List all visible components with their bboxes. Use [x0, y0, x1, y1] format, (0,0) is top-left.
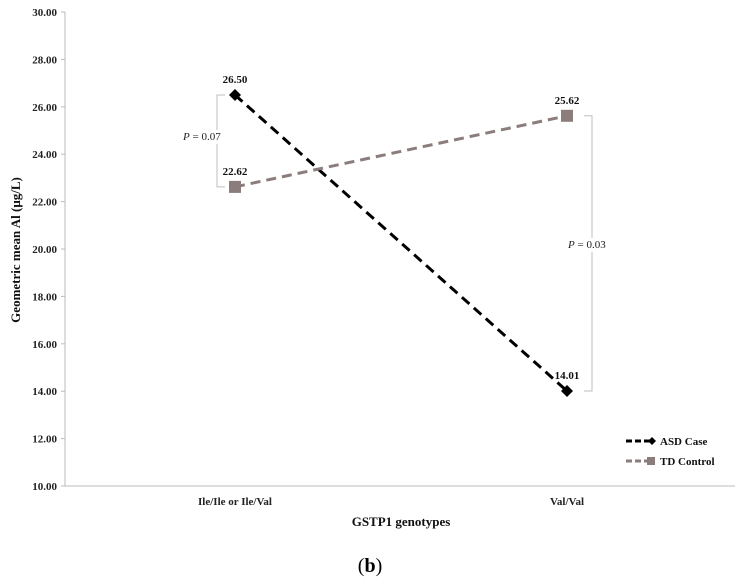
panel-label: (b) [358, 555, 382, 577]
y-tick-label: 18.00 [32, 291, 57, 303]
y-tick-label: 22.00 [32, 197, 57, 209]
data-label: 26.50 [223, 74, 248, 86]
panel-label-open: ( [358, 555, 365, 577]
p-value-number: = 0.03 [575, 239, 606, 251]
panel-label-letter: b [364, 555, 375, 577]
p-value-label: P = 0.07 [182, 131, 221, 143]
y-tick-label: 14.00 [32, 386, 57, 398]
data-point-square [229, 180, 241, 193]
y-tick-label: 30.00 [32, 7, 57, 19]
x-tick-label: Ile/Ile or Ile/Val [198, 496, 272, 508]
p-value-bracket-right [584, 115, 593, 392]
y-axis: 10.00 12.00 14.00 16.00 18.00 20.00 22.00 24.00… [32, 7, 66, 493]
y-tick-label: 28.00 [32, 54, 57, 66]
p-value-symbol: P [182, 131, 190, 143]
panel-label-close: ) [376, 555, 383, 577]
data-point-square [561, 109, 573, 122]
data-point-diamond [561, 384, 573, 397]
series-line-asd-case [234, 93, 568, 393]
legend-marker-square [647, 457, 655, 465]
y-tick-label: 20.00 [32, 244, 57, 256]
x-tick-label: Val/Val [550, 496, 584, 508]
data-label: 22.62 [223, 166, 248, 178]
p-value-backing [181, 130, 227, 144]
p-value-symbol: P [567, 239, 575, 251]
legend-label: ASD Case [660, 436, 707, 448]
annotation-layer: P = 0.07P = 0.03 [181, 94, 612, 392]
legend-label: TD Control [660, 456, 715, 468]
p-value-backing [566, 238, 612, 252]
data-label: 14.01 [555, 370, 580, 382]
legend: ASD Case TD Control [626, 436, 715, 468]
y-tick-label: 12.00 [32, 434, 57, 446]
y-tick-label: 16.00 [32, 339, 57, 351]
data-point-diamond [229, 88, 241, 101]
series-layer: 26.50 14.01 22.62 25.62 [223, 74, 580, 397]
y-tick-label: 10.00 [32, 481, 57, 493]
p-value-label: P = 0.03 [567, 239, 606, 251]
x-axis-title: GSTP1 genotypes [352, 514, 451, 529]
x-axis: Ile/Ile or Ile/Val Val/Val [65, 485, 735, 508]
series-line-td-control [234, 114, 568, 189]
y-axis-title: Geometric mean Al (μg/L) [8, 177, 23, 323]
legend-marker-diamond [648, 437, 656, 445]
y-tick-label: 26.00 [32, 102, 57, 114]
data-label: 25.62 [555, 95, 580, 107]
p-value-number: = 0.07 [190, 131, 221, 143]
y-tick-label: 24.00 [32, 149, 57, 161]
